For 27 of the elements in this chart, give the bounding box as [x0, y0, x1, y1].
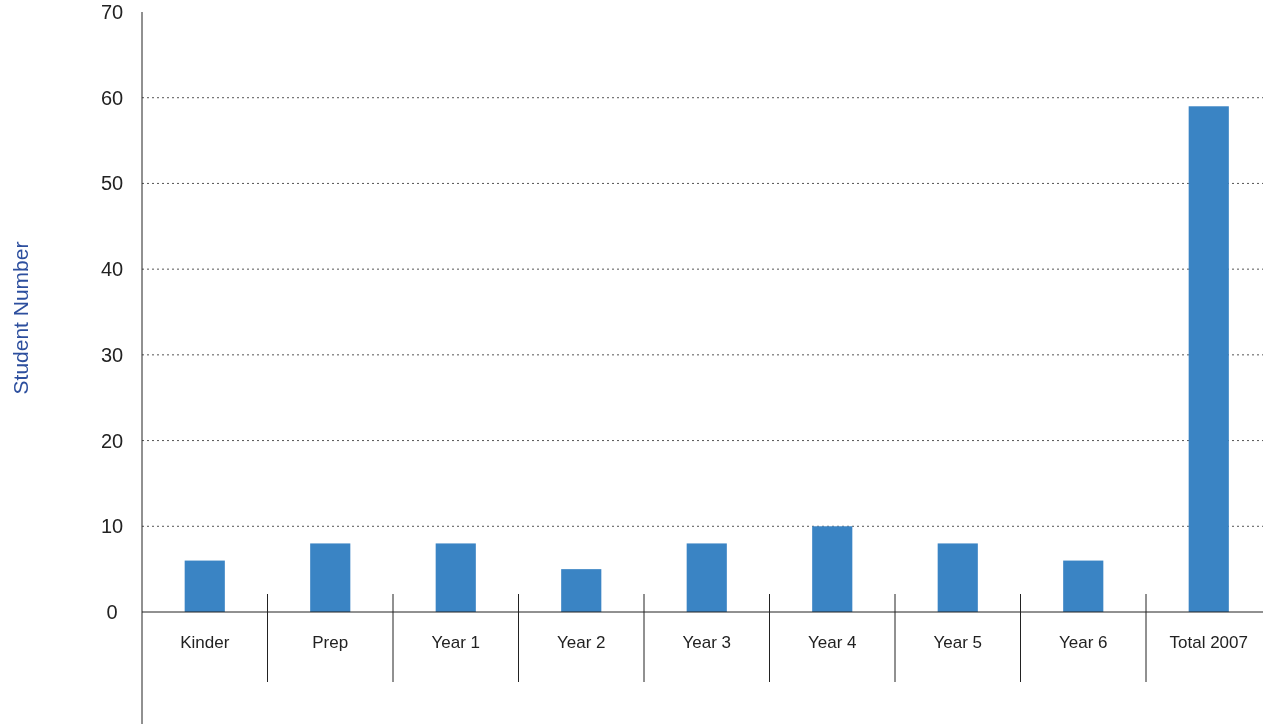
y-tick-label: 20 [100, 429, 124, 452]
x-tick-label: Year 3 [682, 633, 732, 652]
x-tick-label: Year 5 [933, 633, 983, 652]
bar [1188, 106, 1229, 612]
bar [435, 543, 476, 612]
x-tick-label: Kinder [180, 633, 230, 652]
x-tick-label: Prep [312, 633, 349, 652]
x-tick-label: Year 1 [431, 633, 481, 652]
x-tick-label: Year 4 [807, 633, 857, 652]
y-tick-label: 30 [100, 343, 124, 366]
y-tick-label: 50 [100, 172, 124, 195]
y-tick-label: 10 [100, 515, 124, 538]
bar [310, 543, 351, 612]
bar [812, 526, 853, 612]
x-tick-label: Year 6 [1058, 633, 1108, 652]
bar [561, 569, 602, 612]
bar [686, 543, 727, 612]
bar [1063, 560, 1104, 612]
y-axis-title: Student Number [9, 241, 32, 395]
y-tick-label: 70 [100, 1, 124, 23]
y-tick-label: 40 [100, 258, 124, 281]
bar [184, 560, 225, 612]
y-tick-label: 60 [100, 86, 124, 109]
x-tick-label: Total 2007 [1169, 633, 1248, 652]
bar [937, 543, 978, 612]
x-tick-label: Year 2 [556, 633, 606, 652]
y-tick-label: 0 [106, 601, 118, 623]
